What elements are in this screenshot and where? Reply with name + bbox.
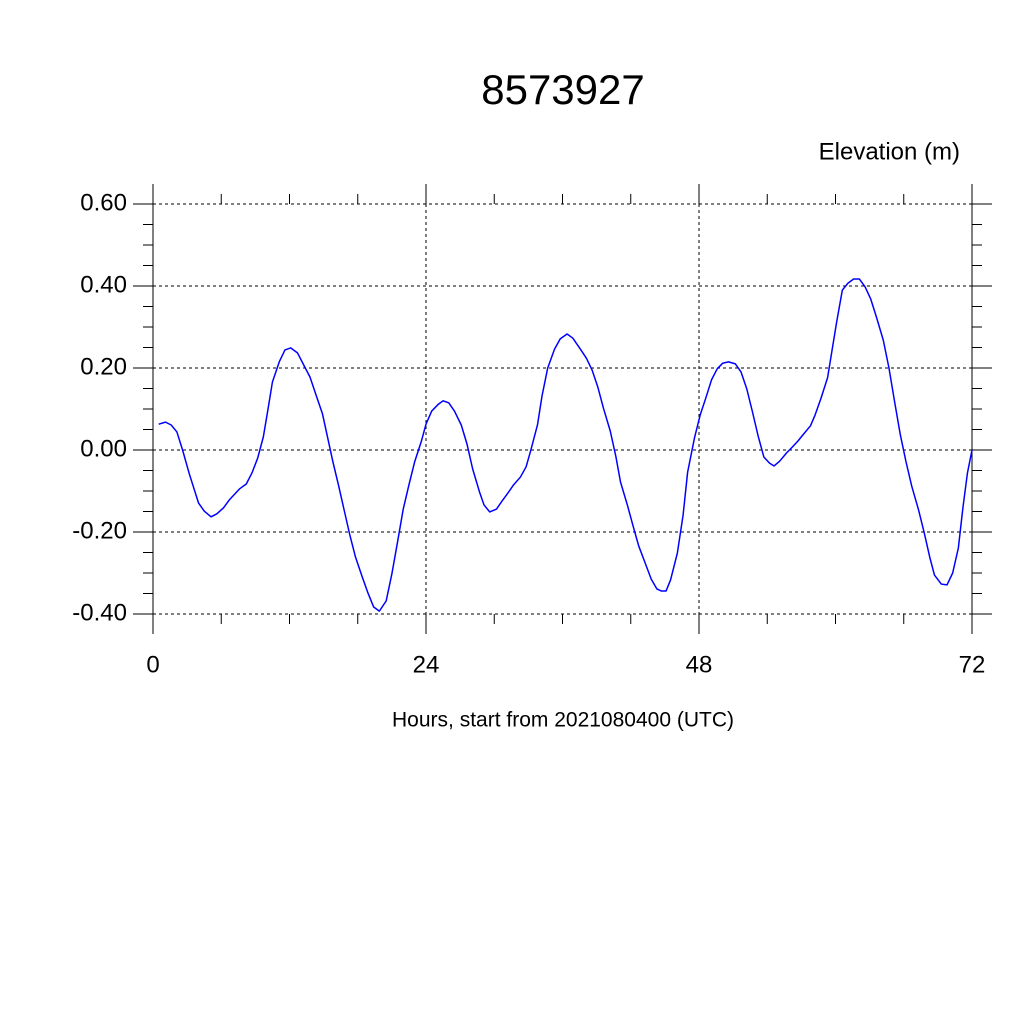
y-tick-label: 0.60: [80, 189, 127, 216]
y-tick-label: -0.20: [72, 517, 127, 544]
y-tick-label: 0.40: [80, 271, 127, 298]
data-line: [158, 278, 973, 612]
y-tick-label: -0.40: [72, 599, 127, 626]
x-tick-label: 24: [413, 651, 440, 678]
x-tick-label: 0: [146, 651, 159, 678]
x-axis-label: Hours, start from 2021080400 (UTC): [392, 709, 734, 732]
y-tick-label: 0.20: [80, 353, 127, 380]
x-tick-label: 72: [959, 651, 986, 678]
chart-title: 8573927: [481, 66, 645, 113]
y-tick-label: 0.00: [80, 435, 127, 462]
y-axis-label: Elevation (m): [819, 138, 960, 165]
x-tick-label: 48: [686, 651, 713, 678]
